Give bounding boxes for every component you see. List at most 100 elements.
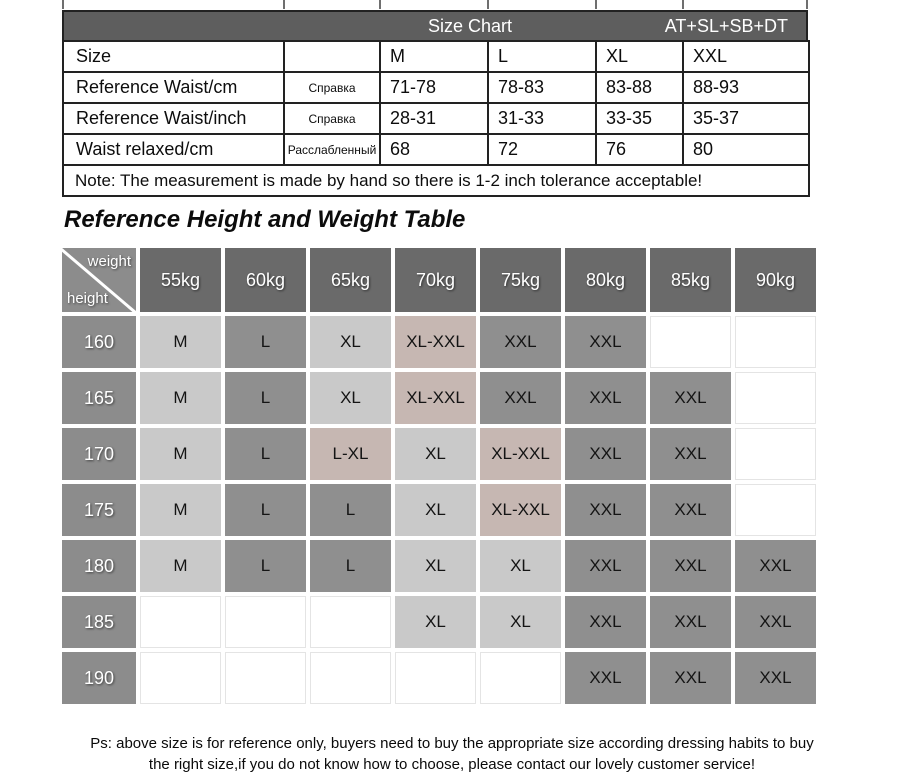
waist-cm-value: 78-83 — [487, 71, 597, 104]
grid-cell: XXL — [735, 540, 816, 592]
size-chart-table: Size Chart AT+SL+SB+DT Size M L XL XXL R… — [62, 10, 810, 197]
grid-cell: XL-XXL — [395, 316, 476, 368]
table-row: Reference Waist/cm Справка 71-78 78-83 8… — [62, 71, 810, 104]
crop-tick — [595, 0, 597, 9]
row-note-ru: Справка — [283, 71, 381, 104]
waist-inch-value: 28-31 — [379, 102, 489, 135]
grid-cell: XXL — [565, 484, 646, 536]
footer-line-2: the right size,if you do not know how to… — [148, 756, 756, 774]
waist-cm-value: 88-93 — [682, 71, 810, 104]
waist-inch-value: 35-37 — [682, 102, 810, 135]
height-header-cell: 185 — [62, 596, 136, 648]
size-chart-grid: Size M L XL XXL Reference Waist/cm Справ… — [62, 40, 810, 197]
corner-label-weight: weight — [87, 253, 131, 270]
grid-cell: XL — [310, 372, 391, 424]
grid-cell: XXL — [480, 372, 561, 424]
grid-cell: XL-XXL — [395, 372, 476, 424]
grid-cell: L — [225, 428, 306, 480]
table-row: Note: The measurement is made by hand so… — [62, 164, 810, 197]
grid-cell: L — [225, 316, 306, 368]
waist-relaxed-value: 80 — [682, 133, 810, 166]
grid-cell: M — [140, 372, 221, 424]
grid-cell: XL — [395, 596, 476, 648]
grid-cell — [225, 596, 306, 648]
row-label: Reference Waist/inch — [62, 102, 285, 135]
grid-cell: L — [225, 484, 306, 536]
grid-cell: XL — [310, 316, 391, 368]
grid-cell: XXL — [565, 428, 646, 480]
size-chart-title: Size Chart — [427, 15, 513, 36]
size-chart-header: Size Chart AT+SL+SB+DT — [62, 10, 808, 40]
grid-cell — [140, 652, 221, 704]
weight-header-cell: 90kg — [735, 248, 816, 312]
grid-cell — [735, 372, 816, 424]
grid-cell — [735, 428, 816, 480]
grid-cell: XL — [480, 596, 561, 648]
grid-cell: XXL — [480, 316, 561, 368]
grid-cell: XXL — [650, 652, 731, 704]
weight-header-cell: 80kg — [565, 248, 646, 312]
grid-cell: M — [140, 428, 221, 480]
grid-cell — [310, 652, 391, 704]
height-header-cell: 180 — [62, 540, 136, 592]
waist-relaxed-value: 68 — [379, 133, 489, 166]
grid-cell — [650, 316, 731, 368]
waist-cm-value: 83-88 — [595, 71, 684, 104]
row-label: Size — [62, 40, 285, 73]
height-header-cell: 190 — [62, 652, 136, 704]
grid-cell: XXL — [650, 596, 731, 648]
crop-tick — [62, 0, 64, 9]
grid-cell — [310, 596, 391, 648]
weight-header-cell: 60kg — [225, 248, 306, 312]
page-title: Reference Height and Weight Table — [64, 206, 466, 233]
weight-header-cell: 85kg — [650, 248, 731, 312]
tolerance-note: Note: The measurement is made by hand so… — [62, 164, 810, 197]
grid-cell: XL — [480, 540, 561, 592]
crop-tick — [682, 0, 684, 9]
corner-header-cell: weight height — [62, 248, 136, 312]
grid-cell: M — [140, 316, 221, 368]
grid-cell: XXL — [735, 652, 816, 704]
grid-cell: M — [140, 540, 221, 592]
waist-inch-value: 31-33 — [487, 102, 597, 135]
size-chart-code: AT+SL+SB+DT — [664, 16, 788, 36]
height-header-cell: 175 — [62, 484, 136, 536]
grid-cell — [140, 596, 221, 648]
waist-relaxed-value: 72 — [487, 133, 597, 166]
crop-tick — [379, 0, 381, 9]
grid-cell: XXL — [565, 372, 646, 424]
grid-cell — [735, 316, 816, 368]
weight-header-cell: 55kg — [140, 248, 221, 312]
footer-line-1: Ps: above size is for reference only, bu… — [90, 735, 814, 752]
grid-cell: L — [310, 484, 391, 536]
grid-cell: XXL — [565, 596, 646, 648]
grid-cell: L-XL — [310, 428, 391, 480]
row-note-ru: Справка — [283, 102, 381, 135]
grid-cell — [395, 652, 476, 704]
grid-cell: XL — [395, 540, 476, 592]
grid-cell: XXL — [565, 540, 646, 592]
grid-cell: XXL — [565, 652, 646, 704]
grid-cell: XL-XXL — [480, 484, 561, 536]
crop-tick — [487, 0, 489, 9]
row-label: Reference Waist/cm — [62, 71, 285, 104]
crop-tick — [283, 0, 285, 9]
row-note-ru — [283, 40, 381, 73]
grid-cell: XL — [395, 428, 476, 480]
grid-cell: L — [225, 540, 306, 592]
grid-cell: M — [140, 484, 221, 536]
size-value: XXL — [682, 40, 810, 73]
waist-relaxed-value: 76 — [595, 133, 684, 166]
waist-inch-value: 33-35 — [595, 102, 684, 135]
grid-cell: XXL — [735, 596, 816, 648]
waist-cm-value: 71-78 — [379, 71, 489, 104]
table-row: Waist relaxed/cm Расслабленный 68 72 76 … — [62, 133, 810, 166]
table-row: Size M L XL XXL — [62, 40, 810, 73]
size-value: L — [487, 40, 597, 73]
corner-label-height: height — [67, 290, 108, 307]
table-row: Reference Waist/inch Справка 28-31 31-33… — [62, 102, 810, 135]
grid-cell: L — [225, 372, 306, 424]
weight-header-cell: 65kg — [310, 248, 391, 312]
height-header-cell: 160 — [62, 316, 136, 368]
weight-header-cell: 75kg — [480, 248, 561, 312]
